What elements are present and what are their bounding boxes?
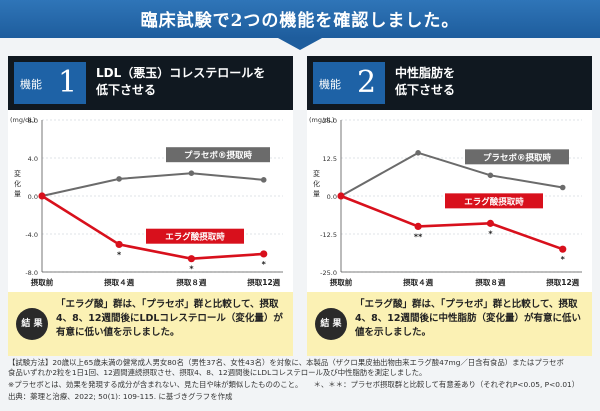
y-tick-label: -4.0 xyxy=(25,231,38,239)
placebo-legend-label: プラセボ®摂取時 xyxy=(483,152,552,163)
y-unit-label: (mg/dL) xyxy=(10,116,35,124)
significance-mark: * xyxy=(189,265,194,274)
ellagic-data-point xyxy=(115,240,123,249)
y-axis-label: 量 xyxy=(313,190,320,198)
x-tick-label: 摂取４週 xyxy=(104,277,134,287)
page-title: 臨床試験で2つの機能を確認しました。 xyxy=(140,11,460,31)
y-tick-label: -8.0 xyxy=(25,269,38,277)
result-box: 結 果 「エラグ酸」群は、「プラセボ」群と比較して、摂取4、8、12週間後に中性… xyxy=(307,292,592,356)
header-banner: 臨床試験で2つの機能を確認しました。 xyxy=(0,0,600,38)
result-badge: 結 果 xyxy=(16,308,48,340)
ellagic-series-line xyxy=(340,194,564,251)
x-tick-label: 摂取８週 xyxy=(475,277,505,287)
significance-mark: ** xyxy=(414,232,423,241)
ellagic-data-point xyxy=(414,222,422,230)
ellagic-legend-box xyxy=(146,228,244,244)
function-badge-number: 1 xyxy=(58,65,78,100)
x-tick-label: 摂取前 xyxy=(31,277,54,287)
method-note: 食品いずれか2粒を1日1回、12週間連続摂取させ、摂取4、8、12週間後にLDL… xyxy=(8,368,427,377)
function-badge-label: 機能 xyxy=(319,78,341,91)
placebo-series-line xyxy=(340,151,563,197)
significance-mark: * xyxy=(117,250,122,259)
y-tick-label: 0.0 xyxy=(327,193,337,201)
placebo-data-point xyxy=(559,184,566,191)
x-tick-label: 摂取12週 xyxy=(247,277,280,287)
ellagic-data-point xyxy=(337,192,345,200)
method-note: 【試験方法】20歳以上65歳未満の健常成人男女80名（男性37名、女性43名）を… xyxy=(8,358,564,367)
ellagic-legend-label: エラグ酸摂取時 xyxy=(464,196,524,207)
ellagic-data-point xyxy=(187,255,196,263)
result-badge: 結 果 xyxy=(315,308,347,340)
placebo-legend-box xyxy=(166,147,270,163)
function-title-line: LDL（悪玉）コレステロールを xyxy=(96,66,266,80)
placebo-note: ※プラセボとは、効果を発現する成分が含まれない、見た目や味が類似したもののこと。… xyxy=(8,380,580,389)
banner-pointer xyxy=(278,38,322,50)
function-title: LDL（悪玉）コレステロールを 低下させる xyxy=(96,65,286,99)
placebo-data-point xyxy=(415,150,421,156)
y-tick-label: 25.0 xyxy=(323,117,337,125)
placebo-legend-label: プラセボ®摂取時 xyxy=(184,150,253,161)
ellagic-data-point xyxy=(260,250,268,258)
function-badge-label: 機能 xyxy=(20,78,42,91)
function-badge: 機能 2 xyxy=(313,62,385,104)
ellagic-legend-label: エラグ酸摂取時 xyxy=(165,232,225,243)
function-2-panel: 機能 2 中性脂肪を 低下させる (mg/dL) 25.0 12.5 0.0 -12.5… xyxy=(307,56,592,356)
significance-mark: * xyxy=(262,260,267,269)
function-title-line: 低下させる xyxy=(395,83,456,97)
placebo-data-point xyxy=(188,170,195,176)
significance-mark: * xyxy=(561,255,566,264)
placebo-series-line xyxy=(41,172,264,197)
x-tick-label: 摂取前 xyxy=(330,277,353,287)
y-tick-label: 12.5 xyxy=(323,155,337,163)
ellagic-series-line xyxy=(41,194,264,261)
result-text: 「エラグ酸」群は、「プラセボ」群と比較して、摂取4、8、12週間後にLDLコレス… xyxy=(56,299,283,338)
y-axis-label: 化 xyxy=(14,179,21,188)
y-axis-label: 変 xyxy=(14,169,21,178)
x-tick-label: 摂取４週 xyxy=(403,277,433,287)
placebo-data-point xyxy=(487,172,494,179)
placebo-data-point xyxy=(260,177,267,183)
y-tick-label: -25.0 xyxy=(320,269,337,277)
function-heading: 機能 1 LDL（悪玉）コレステロールを 低下させる xyxy=(8,56,293,110)
ellagic-legend-box xyxy=(445,193,543,209)
y-axis-label: 化 xyxy=(313,179,320,188)
result-text: 「エラグ酸」群は、「プラセボ」群と比較して、摂取4、8、12週間後に中性脂肪（変… xyxy=(355,299,581,338)
function-badge-number: 2 xyxy=(357,65,377,100)
function-1-panel: 機能 1 LDL（悪玉）コレステロールを 低下させる (mg/dL) 8.0 4.0… xyxy=(8,56,293,356)
y-tick-label: -12.5 xyxy=(320,231,337,239)
y-axis-label: 変 xyxy=(313,169,320,178)
placebo-data-point xyxy=(116,176,122,182)
ellagic-data-point xyxy=(38,192,46,200)
y-axis-label: 量 xyxy=(14,190,21,198)
y-tick-label: 4.0 xyxy=(28,155,38,163)
function-title: 中性脂肪を 低下させる xyxy=(395,65,585,99)
y-tick-label: 0.0 xyxy=(28,193,38,201)
function-badge: 機能 1 xyxy=(14,62,86,104)
x-tick-label: 摂取12週 xyxy=(546,277,579,287)
function-title-line: 低下させる xyxy=(96,83,157,97)
y-tick-label: 8.0 xyxy=(28,117,38,125)
function-heading: 機能 2 中性脂肪を 低下させる xyxy=(307,56,592,110)
result-box: 結 果 「エラグ酸」群は、「プラセボ」群と比較して、摂取4、8、12週間後にLD… xyxy=(8,292,293,356)
ellagic-data-point xyxy=(486,219,495,227)
source-note: 出典：薬理と治療、2022; 50(1): 109-115. に基づきグラフを作… xyxy=(8,392,233,401)
placebo-legend-box xyxy=(465,149,569,165)
significance-mark: * xyxy=(488,229,493,238)
function-title-line: 中性脂肪を xyxy=(395,66,456,80)
y-unit-label: (mg/dL) xyxy=(309,116,334,124)
ellagic-data-point xyxy=(559,245,567,253)
x-tick-label: 摂取８週 xyxy=(176,277,206,287)
